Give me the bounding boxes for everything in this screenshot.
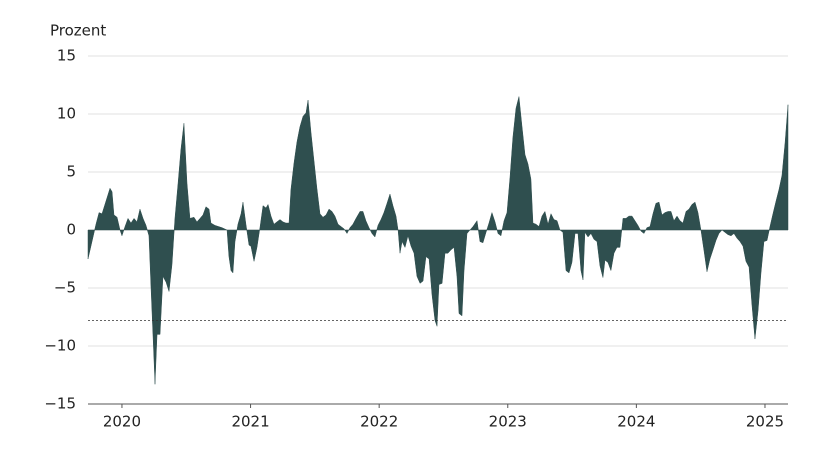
y-tick-label: −15 (44, 395, 76, 413)
y-tick-label: 10 (57, 105, 76, 123)
y-axis-label: Prozent (50, 22, 106, 40)
y-tick-label: 0 (66, 221, 76, 239)
y-tick-label: −5 (54, 279, 76, 297)
area (87, 96, 789, 385)
x-tick-label: 2024 (617, 413, 655, 431)
y-tick-label: −10 (44, 337, 76, 355)
x-tick-label: 2020 (103, 413, 141, 431)
x-tick-label: 2022 (360, 413, 398, 431)
x-tick-label: 2021 (231, 413, 269, 431)
x-tick-label: 2025 (746, 413, 784, 431)
y-tick-label: 15 (57, 47, 76, 65)
x-tick-label: 2023 (489, 413, 527, 431)
y-tick-label: 5 (66, 163, 76, 181)
